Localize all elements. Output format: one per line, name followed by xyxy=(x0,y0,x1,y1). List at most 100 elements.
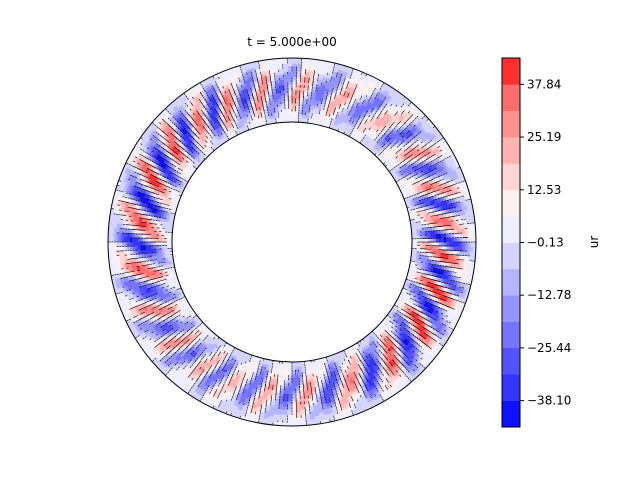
field-cell xyxy=(438,241,442,247)
field-cell xyxy=(291,95,297,99)
field-cell xyxy=(462,237,466,243)
field-cell xyxy=(161,238,165,243)
field-cell xyxy=(419,238,423,243)
field-cell xyxy=(291,76,297,80)
field-cell xyxy=(161,234,165,239)
field-cell xyxy=(291,406,297,411)
field-cell xyxy=(295,377,300,381)
field-cell xyxy=(294,366,300,371)
field-cell xyxy=(430,241,434,247)
field-cell xyxy=(284,108,289,112)
field-cell xyxy=(161,241,165,246)
field-cell xyxy=(422,234,426,239)
field-cell xyxy=(287,68,293,72)
field-cell xyxy=(291,116,296,120)
field-cell xyxy=(139,241,144,247)
field-cell xyxy=(424,241,429,246)
field-cell xyxy=(287,89,293,94)
field-cell xyxy=(284,103,289,107)
field-cell xyxy=(295,374,300,379)
field-cell xyxy=(440,241,445,247)
field-cell xyxy=(131,237,136,243)
field-cell xyxy=(432,237,437,243)
field-cell xyxy=(134,237,138,243)
field-cell xyxy=(291,414,297,419)
field-cell xyxy=(414,238,418,243)
field-cell xyxy=(155,238,160,243)
field-cell xyxy=(288,366,293,371)
field-cell xyxy=(295,380,300,384)
field-cell xyxy=(163,241,168,246)
field-cell xyxy=(285,116,290,120)
field-cell xyxy=(291,81,297,86)
field-cell xyxy=(158,238,162,243)
field-cell xyxy=(291,385,297,389)
field-cell xyxy=(287,406,293,411)
field-cell xyxy=(126,241,130,247)
field-cell xyxy=(291,396,297,400)
field-cell xyxy=(446,237,450,243)
field-cell xyxy=(416,234,421,240)
field-cell xyxy=(121,237,125,243)
field-cell xyxy=(161,245,165,250)
field-cell xyxy=(419,245,423,250)
field-cell xyxy=(142,241,146,247)
field-cell xyxy=(287,404,293,408)
field-cell xyxy=(285,364,290,368)
field-cell xyxy=(284,100,289,104)
chart-title: t = 5.000e+00 xyxy=(247,35,336,49)
field-cell xyxy=(291,97,297,102)
field-cell xyxy=(284,380,289,384)
field-cell xyxy=(294,113,300,118)
field-cell xyxy=(287,76,293,80)
field-cell xyxy=(424,245,429,250)
field-cell xyxy=(295,369,300,373)
field-cell xyxy=(288,377,293,381)
field-cell xyxy=(150,237,154,243)
field-cell xyxy=(287,409,293,413)
field-cell xyxy=(291,372,296,376)
field-cell xyxy=(287,100,293,104)
field-cell xyxy=(448,237,453,243)
field-cell xyxy=(150,245,154,250)
field-cell xyxy=(284,113,290,118)
field-cell xyxy=(291,89,297,94)
field-cell xyxy=(287,97,293,102)
field-cell xyxy=(291,412,297,416)
field-cell xyxy=(427,241,431,246)
field-cell xyxy=(291,71,297,75)
field-cell xyxy=(291,84,297,88)
field-cell xyxy=(422,238,426,243)
field-cell xyxy=(427,234,431,239)
field-cell xyxy=(150,241,154,247)
field-cell xyxy=(414,244,418,249)
field-cell xyxy=(422,245,426,250)
field-cell xyxy=(424,234,429,239)
field-cell xyxy=(137,237,141,243)
field-cell xyxy=(284,105,289,110)
field-cell xyxy=(459,237,463,243)
field-cell xyxy=(145,237,149,243)
field-cell xyxy=(287,385,293,389)
field-cell xyxy=(288,369,293,373)
field-cell xyxy=(287,388,293,392)
field-cell xyxy=(432,241,437,247)
field-cell xyxy=(419,241,423,246)
field-cell xyxy=(115,241,120,247)
field-cell xyxy=(419,234,423,239)
field-cell xyxy=(295,108,300,112)
field-cell xyxy=(287,73,293,78)
field-cell xyxy=(163,234,168,240)
field-cell xyxy=(287,79,293,83)
field-cell xyxy=(414,235,418,240)
field-cell xyxy=(454,237,458,243)
field-cell xyxy=(287,84,293,88)
field-cell xyxy=(287,393,293,397)
field-cell xyxy=(291,73,297,78)
field-cell xyxy=(163,238,168,243)
field-cell xyxy=(145,241,149,247)
field-cell xyxy=(284,111,289,115)
field-cell xyxy=(155,234,160,239)
annulus-plot xyxy=(107,57,477,427)
field-cell xyxy=(287,87,293,91)
